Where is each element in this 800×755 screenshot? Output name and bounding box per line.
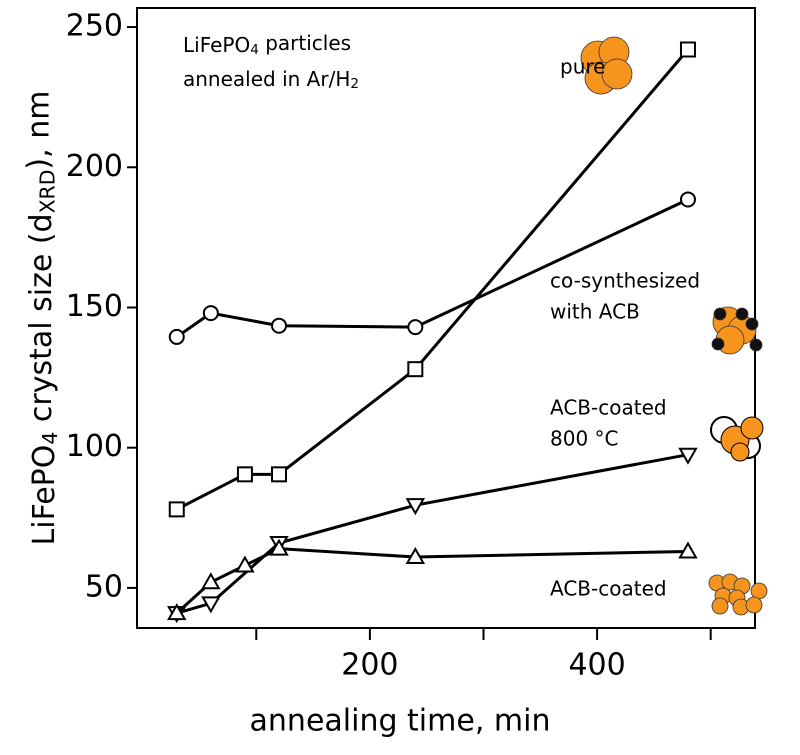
marker-circle (168, 328, 185, 345)
marker-triangle-up (235, 555, 255, 573)
icon-co-synthesized (711, 306, 763, 355)
x-axis-title: annealing time, min (250, 704, 551, 739)
marker-triangle-up (678, 541, 698, 559)
series-label: 800 °C (550, 427, 619, 451)
y-tick-label: 150 (66, 289, 123, 324)
annotation: annealed in Ar/H2 (183, 67, 359, 93)
marker-circle (202, 305, 219, 322)
annotation-sub: 2 (350, 76, 359, 92)
series-label: ACB-coated (550, 577, 667, 601)
annotation-part: annealed in Ar/H (183, 67, 350, 91)
series-label: co-synthesized (550, 269, 700, 293)
marker-square (236, 466, 253, 483)
annotation: LiFePO4 particles (183, 31, 351, 59)
y-tick-label: 250 (66, 9, 123, 44)
y-axis-title-part: ), nm (21, 91, 56, 170)
icon-pure (580, 36, 633, 95)
marker-triangle-down (201, 596, 221, 614)
y-axis-title-sub: 4 (38, 432, 62, 445)
x-tick-label: 200 (341, 648, 398, 683)
marker-triangle-up (201, 572, 221, 590)
y-axis-title-part: crystal size (d (24, 213, 59, 431)
marker-square (168, 501, 185, 518)
marker-triangle-down (405, 498, 426, 516)
marker-triangle-up (269, 538, 289, 556)
y-tick-label: 100 (66, 429, 123, 464)
x-tick-label: 400 (568, 648, 625, 683)
marker-triangle-down (678, 447, 698, 465)
plot-frame (136, 7, 756, 629)
y-tick-label: 200 (66, 149, 123, 184)
marker-circle (407, 319, 424, 336)
marker-square (407, 361, 424, 378)
series-label: with ACB (550, 300, 640, 324)
marker-square (271, 466, 288, 483)
y-tick-label: 50 (85, 569, 123, 604)
marker-square (679, 41, 696, 58)
icon-acb-coated-800 (710, 416, 764, 462)
series-label: pure (560, 55, 605, 79)
y-axis-title-sub: XRD (35, 170, 59, 214)
annotation-part: particles (259, 31, 351, 55)
y-axis-title: LiFePO4 crystal size (dXRD), nm (21, 91, 62, 546)
series-label: ACB-coated (550, 396, 667, 420)
icon-acb-coated (708, 573, 768, 616)
marker-circle (271, 317, 288, 334)
marker-triangle-up (167, 603, 187, 621)
marker-triangle-up (405, 547, 426, 565)
y-axis-title-part: LiFePO (27, 445, 62, 546)
annotation-sub: 4 (250, 42, 259, 58)
annotation-part: LiFePO (183, 33, 250, 57)
marker-circle (679, 191, 696, 208)
